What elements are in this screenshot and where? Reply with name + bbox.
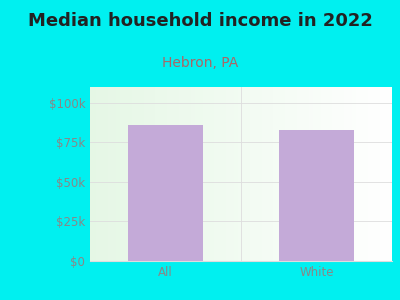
Bar [128,125,203,261]
Bar [279,130,354,261]
Text: Median household income in 2022: Median household income in 2022 [28,12,372,30]
Text: Hebron, PA: Hebron, PA [162,56,238,70]
